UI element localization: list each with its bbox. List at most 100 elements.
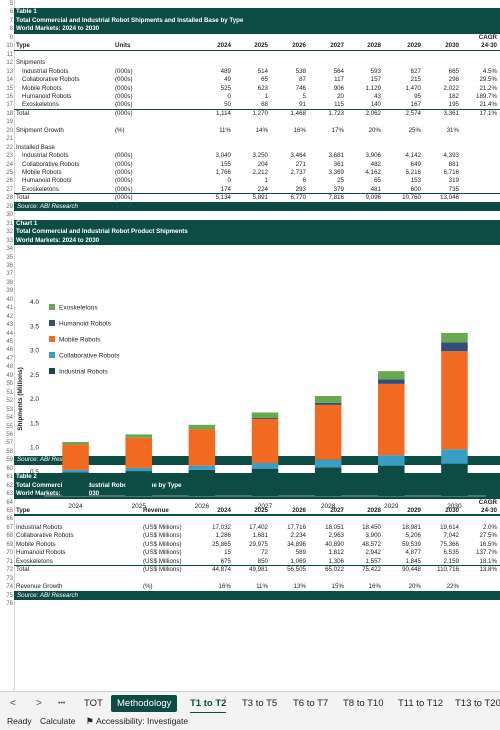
row-number[interactable]: 27	[6, 186, 13, 193]
value-cell[interactable]: 5,216	[405, 169, 421, 176]
value-cell[interactable]: 623	[257, 84, 268, 92]
row-number[interactable]: 25	[6, 170, 13, 176]
cagr-header[interactable]: 24-30	[481, 42, 497, 50]
value-cell[interactable]: 91	[299, 101, 306, 109]
row-number[interactable]: 53	[6, 406, 13, 413]
row-number[interactable]: 54	[6, 415, 13, 422]
value-cell[interactable]: 65	[374, 177, 381, 185]
row-number[interactable]: 26	[6, 178, 13, 185]
tab-t13-to-t20[interactable]: T13 to T20	[455, 698, 500, 709]
units-cell[interactable]: (000s)	[115, 109, 133, 117]
row-number[interactable]: 41	[6, 305, 13, 312]
tab-t11-to-t12[interactable]: T11 to T12	[398, 698, 444, 709]
table-label[interactable]: Table 1	[16, 8, 37, 16]
value-cell[interactable]: 140	[370, 101, 381, 109]
col-header-type[interactable]: Type	[16, 507, 30, 514]
row-number[interactable]: 59	[6, 457, 13, 464]
row-number[interactable]: 20	[6, 127, 13, 134]
row-number[interactable]: 10	[6, 43, 13, 50]
value-cell[interactable]: 90,448	[402, 566, 421, 574]
row-number[interactable]: 31	[6, 220, 13, 227]
value-cell[interactable]: 34,896	[287, 540, 306, 548]
row-number[interactable]: 6	[9, 9, 13, 16]
value-cell[interactable]: 7,042	[443, 532, 459, 540]
units-cell[interactable]: (000s)	[115, 67, 133, 75]
row-number[interactable]: 7	[9, 17, 13, 24]
row-label[interactable]: Industrial Robots	[16, 523, 63, 531]
row-label[interactable]: Collaborative Robots	[22, 160, 80, 168]
row-label[interactable]: Exoskeletons	[22, 101, 59, 109]
value-cell[interactable]: 25	[337, 177, 344, 185]
value-cell[interactable]: 59,539	[402, 540, 421, 548]
value-cell[interactable]: 2,234	[290, 532, 306, 540]
value-cell[interactable]: 489	[220, 67, 231, 75]
value-cell[interactable]: 15%	[331, 583, 344, 591]
value-cell[interactable]: 906	[333, 84, 344, 92]
row-label[interactable]: Collaborative Robots	[22, 76, 80, 84]
value-cell[interactable]: 29,975	[249, 540, 268, 548]
cagr-cell[interactable]: 17.1%	[479, 109, 497, 117]
row-label[interactable]: Humanoid Robots	[22, 92, 72, 100]
section-label[interactable]: Installed Base	[16, 143, 55, 151]
value-cell[interactable]: 1,129	[365, 84, 381, 92]
row-number[interactable]: 36	[6, 262, 13, 269]
table-subtitle[interactable]: World Markets: 2024 to 2030	[16, 25, 100, 33]
value-cell[interactable]: 4,142	[405, 152, 421, 160]
row-number[interactable]: 14	[6, 77, 13, 84]
value-cell[interactable]: 18,051	[325, 523, 344, 531]
value-cell[interactable]: 2,574	[405, 109, 421, 117]
value-cell[interactable]: 6,535	[443, 549, 459, 557]
value-cell[interactable]: 1,681	[252, 532, 268, 540]
cagr-cell[interactable]: 21.4%	[479, 101, 497, 109]
units-cell[interactable]: (US$ Millions)	[143, 523, 182, 531]
value-cell[interactable]: 4,877	[405, 549, 421, 557]
row-number[interactable]: 60	[6, 465, 13, 472]
row-number[interactable]: 45	[6, 339, 13, 345]
cagr-cell[interactable]: 137.7%	[476, 549, 497, 557]
value-cell[interactable]: 155	[220, 160, 231, 168]
row-number[interactable]: 56	[6, 431, 13, 438]
units-cell[interactable]: (US$ Millions)	[143, 549, 182, 557]
row-number[interactable]: 24	[6, 161, 13, 168]
value-cell[interactable]: 20	[337, 92, 344, 100]
row-number[interactable]: 48	[6, 364, 13, 371]
value-cell[interactable]: 2,963	[328, 532, 344, 540]
col-header-year[interactable]: 2024	[217, 42, 231, 50]
cagr-header[interactable]: CAGR	[478, 498, 497, 506]
row-label[interactable]: Exoskeletons	[16, 557, 53, 565]
value-cell[interactable]: 20%	[408, 583, 421, 591]
value-cell[interactable]: 7,816	[328, 194, 344, 202]
prev-sheet-button[interactable]: <	[10, 698, 16, 709]
value-cell[interactable]: 72	[261, 549, 268, 557]
value-cell[interactable]: 75,422	[362, 566, 381, 574]
value-cell[interactable]: 6,716	[443, 169, 459, 176]
row-label[interactable]: Total	[16, 194, 30, 202]
value-cell[interactable]: 1,114	[215, 109, 231, 117]
value-cell[interactable]: 665	[448, 67, 459, 75]
row-number[interactable]: 33	[6, 237, 13, 244]
next-sheet-button[interactable]: >	[36, 698, 42, 709]
value-cell[interactable]: 16%	[218, 583, 231, 591]
value-cell[interactable]: 3,906	[365, 152, 381, 160]
units-cell[interactable]: (US$ Millions)	[143, 532, 182, 540]
value-cell[interactable]: 43	[374, 92, 381, 100]
value-cell[interactable]: 50	[224, 101, 231, 109]
col-header-year[interactable]: 2029	[407, 507, 421, 514]
value-cell[interactable]: 564	[333, 67, 344, 75]
value-cell[interactable]: 167	[410, 101, 421, 109]
value-cell[interactable]: 56,505	[287, 566, 306, 574]
units-cell[interactable]: (US$ Millions)	[143, 566, 182, 574]
value-cell[interactable]: 16%	[368, 583, 381, 591]
value-cell[interactable]: 1,468	[290, 109, 306, 117]
row-number[interactable]: 70	[6, 550, 13, 557]
value-cell[interactable]: 5	[302, 92, 306, 100]
value-cell[interactable]: 110,716	[437, 566, 459, 574]
value-cell[interactable]: 17,716	[287, 523, 306, 531]
value-cell[interactable]: 115	[334, 101, 344, 109]
row-label[interactable]: Exoskeletons	[22, 185, 59, 193]
value-cell[interactable]: 514	[257, 67, 268, 75]
cagr-header[interactable]: 24-30	[481, 507, 497, 514]
value-cell[interactable]: 589	[295, 549, 306, 557]
row-number[interactable]: 37	[6, 271, 13, 278]
value-cell[interactable]: 224	[257, 185, 268, 193]
